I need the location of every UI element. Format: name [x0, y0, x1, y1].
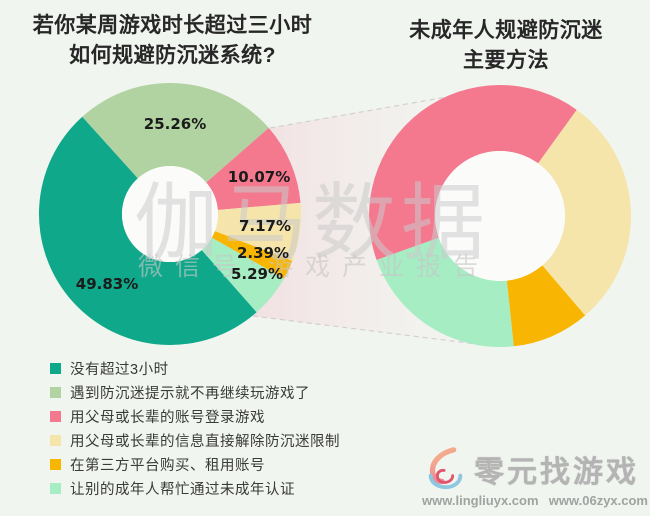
- legend-label: 用父母或长辈的信息直接解除防沉迷限制: [70, 433, 340, 450]
- right-donut-segment: [376, 237, 514, 348]
- legend-marker: [50, 482, 61, 494]
- legend: 没有超过3小时 遇到防沉迷提示就不再继续玩游戏了 用父母或长辈的账号登录游戏 用…: [50, 356, 340, 500]
- legend-item: 让别的成年人帮忙通过未成年认证: [50, 476, 340, 500]
- brand-url-right: www.06zyx.com: [548, 493, 648, 508]
- left-donut-segment: [206, 127, 301, 210]
- legend-label: 在第三方平台购买、租用账号: [70, 457, 265, 474]
- legend-marker: [50, 410, 61, 422]
- legend-item: 用父母或长辈的信息直接解除防沉迷限制: [50, 428, 340, 452]
- brand-url-left: www.lingliuyx.com: [422, 493, 539, 508]
- left-chart-title-line2: 如何规避防沉迷系统?: [69, 44, 276, 67]
- value-label: 2.39%: [236, 244, 290, 262]
- value-label: 25.26%: [143, 115, 207, 133]
- legend-label: 没有超过3小时: [70, 361, 169, 378]
- legend-label: 用父母或长辈的账号登录游戏: [70, 409, 265, 426]
- legend-label: 遇到防沉迷提示就不再继续玩游戏了: [70, 385, 310, 402]
- right-donut-hole: [435, 151, 565, 281]
- right-donut-segment: [369, 84, 577, 260]
- legend-label: 让别的成年人帮忙通过未成年认证: [70, 481, 295, 498]
- left-donut-segment: [201, 237, 284, 313]
- legend-item: 在第三方平台购买、租用账号: [50, 452, 340, 476]
- left-donut-segment: [214, 202, 302, 261]
- swirl-logo-icon: [428, 447, 463, 490]
- left-chart-title-line1: 若你某周游戏时长超过三小时: [32, 14, 313, 37]
- legend-marker: [50, 362, 61, 374]
- legend-item: 用父母或长辈的账号登录游戏: [50, 404, 340, 428]
- value-label: 5.29%: [230, 265, 284, 283]
- legend-marker: [50, 434, 61, 446]
- right-chart-title-line1: 未成年人规避防沉迷: [409, 19, 603, 42]
- value-label: 49.83%: [75, 275, 139, 293]
- right-chart-title-line2: 主要方法: [463, 49, 549, 72]
- site-logo: 零元找游戏 www.lingliuyx.com www.06zyx.com: [422, 446, 648, 508]
- funnel-dashed-line-bottom: [252, 315, 493, 347]
- legend-marker: [50, 458, 61, 470]
- left-chart-title: 若你某周游戏时长超过三小时 如何规避防沉迷系统?: [5, 11, 340, 71]
- left-donut-segment: [82, 82, 269, 183]
- legend-item: 遇到防沉迷提示就不再继续玩游戏了: [50, 380, 340, 404]
- brand-name: 零元找游戏: [474, 456, 639, 489]
- left-donut-segment: [38, 116, 257, 346]
- legend-marker: [50, 386, 61, 398]
- value-label: 7.17%: [238, 217, 292, 235]
- left-donut-hole: [122, 166, 218, 262]
- value-label: 10.07%: [227, 168, 291, 186]
- left-donut-segment: [211, 231, 293, 279]
- legend-item: 没有超过3小时: [50, 356, 340, 380]
- right-donut-segment: [538, 109, 631, 316]
- right-chart-title: 未成年人规避防沉迷 主要方法: [392, 16, 620, 76]
- right-donut-segment: [506, 265, 586, 347]
